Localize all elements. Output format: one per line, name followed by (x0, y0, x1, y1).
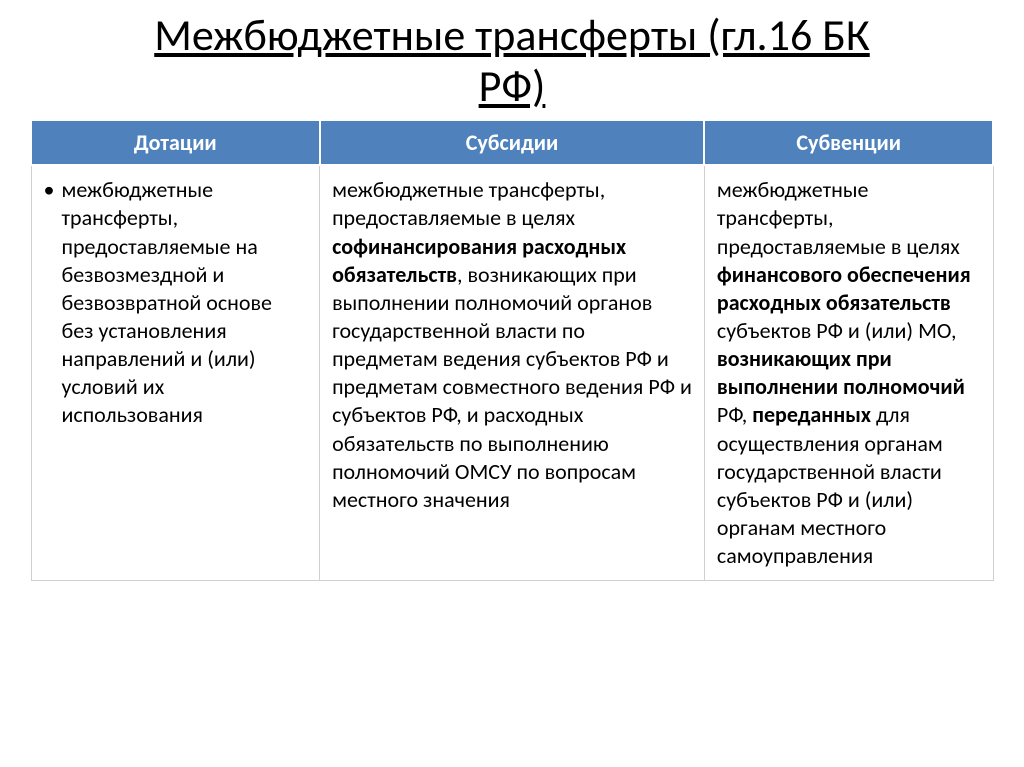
title-line-2: РФ) (479, 59, 546, 113)
subsidies-text-a: межбюджетные трансферты, предоставляемые… (332, 176, 605, 231)
title-line-1: Межбюджетные трансферты (гл.16 БК (154, 8, 870, 62)
table-row: • межбюджетные трансферты, предоставляем… (31, 165, 993, 581)
dotations-text: межбюджетные трансферты, предоставляемые… (62, 176, 308, 429)
header-dotations: Дотации (31, 120, 320, 165)
subventions-text-e: РФ, (717, 401, 752, 428)
table-header-row: Дотации Субсидии Субвенции (31, 120, 993, 165)
header-subsidies: Субсидии (320, 120, 705, 165)
subsidies-text-c: , возникающих при выполнении полномочий … (332, 261, 692, 513)
slide: Межбюджетные трансферты (гл.16 БК РФ) До… (0, 0, 1024, 767)
bullet-icon: • (44, 176, 62, 429)
subventions-text-c: субъектов РФ и (или) МО, (717, 317, 957, 344)
subventions-text-f: переданных (752, 401, 871, 428)
header-subventions: Субвенции (704, 120, 993, 165)
cell-subventions: межбюджетные трансферты, предоставляемые… (704, 165, 993, 581)
transfers-table: Дотации Субсидии Субвенции • межбюджетны… (30, 119, 994, 581)
cell-subsidies: межбюджетные трансферты, предоставляемые… (320, 165, 705, 581)
subventions-text-d: возникающих при выполнении полномочий (717, 345, 965, 400)
subventions-text-b: финансового обеспечения расходных обязат… (717, 261, 971, 316)
subventions-text-a: межбюджетные трансферты, предоставляемые… (717, 176, 960, 259)
slide-title: Межбюджетные трансферты (гл.16 БК РФ) (30, 10, 994, 111)
cell-dotations: • межбюджетные трансферты, предоставляем… (31, 165, 320, 581)
